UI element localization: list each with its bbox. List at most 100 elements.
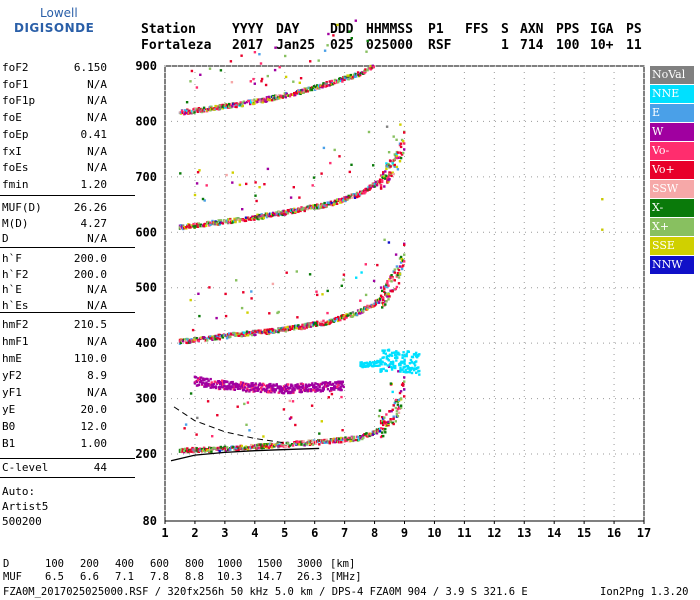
echo-f2-3rd-hop bbox=[244, 216, 248, 219]
param-name-fof1: foF1 bbox=[2, 77, 29, 91]
echo-f2-4th-hop bbox=[346, 75, 349, 79]
echo-f2-1st-hop bbox=[259, 443, 262, 446]
echo-es-oblique-w bbox=[275, 384, 278, 387]
echo-f2-3rd-hop bbox=[399, 156, 403, 160]
echo-f2-3rd-hop bbox=[378, 180, 382, 184]
echo-f2-2nd-hop bbox=[228, 332, 231, 335]
echo-f2-3rd-hop bbox=[323, 201, 326, 205]
echo-f2-3rd-hop bbox=[353, 196, 357, 199]
footer-d-value: 3000 bbox=[297, 558, 323, 570]
echo-f2-3rd-hop bbox=[395, 155, 399, 158]
echo-f2-4th-hop bbox=[364, 70, 367, 74]
echo-f2-3rd-hop bbox=[322, 146, 326, 150]
echo-f2-4th-hop bbox=[366, 69, 369, 72]
legend-item-w: W bbox=[650, 123, 694, 141]
y-tick-label: 80 bbox=[143, 514, 157, 528]
echo-f2-3rd-hop bbox=[196, 225, 199, 228]
echo-f2-2nd-hop bbox=[402, 264, 405, 267]
echo-nne-echoes bbox=[410, 371, 414, 375]
echo-f2-2nd-hop bbox=[382, 302, 385, 305]
echo-f2-1st-hop bbox=[377, 414, 381, 418]
echo-f2-3rd-hop bbox=[219, 219, 222, 222]
x-tick-label: 5 bbox=[281, 526, 288, 540]
echo-es-oblique-w bbox=[316, 387, 319, 390]
echo-f2-2nd-hop bbox=[229, 334, 232, 337]
echo-f2-3rd-hop bbox=[350, 196, 353, 199]
echo-f2-2nd-hop bbox=[277, 330, 280, 334]
echo-f2-1st-hop bbox=[352, 435, 356, 439]
echo-es-oblique-w bbox=[219, 385, 223, 389]
echo-nne-echoes bbox=[396, 356, 399, 359]
hdr-label-station: Station bbox=[141, 22, 196, 37]
echo-f2-3rd-hop bbox=[238, 219, 241, 223]
echo-f2-2nd-hop bbox=[189, 298, 192, 302]
echo-f2-3rd-hop bbox=[302, 208, 305, 211]
echo-f2-4th-hop bbox=[281, 96, 284, 99]
echo-f2-4th-hop bbox=[333, 78, 337, 82]
echo-f2-3rd-hop bbox=[254, 181, 257, 184]
echo-f2-2nd-hop bbox=[391, 290, 394, 293]
echo-f2-3rd-hop bbox=[382, 171, 385, 174]
echo-es-oblique-w bbox=[246, 387, 249, 390]
echo-f2-3rd-hop bbox=[275, 211, 278, 214]
echo-f2-2nd-hop bbox=[395, 285, 399, 289]
echo-nne-echoes bbox=[408, 371, 412, 374]
echo-f2-3rd-hop bbox=[322, 206, 325, 209]
echo-f2-1st-hop bbox=[253, 446, 256, 449]
param-name-clevel: C-level bbox=[2, 461, 49, 474]
echo-f2-4th-hop bbox=[262, 97, 265, 101]
echo-f2-2nd-hop bbox=[340, 284, 343, 287]
echo-f2-3rd-hop bbox=[400, 153, 404, 156]
echo-f2-4th-hop bbox=[325, 84, 328, 88]
echo-f2-2nd-hop bbox=[179, 341, 183, 344]
echo-es-oblique-w bbox=[323, 383, 327, 387]
echo-f2-1st-hop bbox=[302, 440, 305, 443]
echo-f2-2nd-hop bbox=[349, 312, 352, 315]
echo-extra-points bbox=[601, 198, 604, 201]
echo-es-oblique-w bbox=[316, 389, 319, 392]
echo-f2-4th-hop bbox=[305, 87, 308, 90]
echo-f2-4th-hop bbox=[323, 49, 327, 52]
echo-nne-echoes bbox=[406, 370, 409, 374]
echo-f2-2nd-hop bbox=[197, 339, 200, 343]
echo-f2-1st-hop bbox=[262, 435, 265, 438]
echo-f2-2nd-hop bbox=[377, 301, 381, 304]
echo-es-oblique-w bbox=[300, 390, 303, 394]
echo-f2-2nd-hop bbox=[362, 308, 365, 312]
echo-f2-1st-hop bbox=[328, 440, 331, 443]
echo-f2-1st-hop bbox=[218, 450, 221, 453]
echo-f2-1st-hop bbox=[394, 420, 397, 423]
echo-f2-4th-hop bbox=[235, 102, 238, 105]
echo-f2-2nd-hop bbox=[300, 325, 303, 329]
param-name-hf2: h`F2 bbox=[2, 267, 29, 281]
footer-muf-value: 6.5 bbox=[45, 571, 64, 583]
echo-f2-1st-hop bbox=[388, 410, 391, 413]
footer-muf-value: 7.1 bbox=[115, 571, 134, 583]
echo-nne-echoes bbox=[395, 359, 398, 362]
echo-f2-1st-hop bbox=[267, 446, 271, 449]
echo-f2-3rd-hop bbox=[205, 184, 208, 187]
echo-nne-echoes bbox=[416, 356, 419, 359]
echo-f2-2nd-hop bbox=[353, 313, 357, 317]
echo-f2-2nd-hop bbox=[240, 335, 243, 338]
echo-f2-1st-hop bbox=[365, 433, 368, 436]
param-value-foep: 0.41 bbox=[80, 127, 108, 141]
echo-f2-1st-hop bbox=[284, 445, 287, 448]
echo-f2-3rd-hop bbox=[221, 222, 225, 225]
echo-f2-1st-hop bbox=[389, 418, 392, 421]
echo-f2-2nd-hop bbox=[245, 332, 249, 336]
echo-nne-echoes bbox=[407, 350, 410, 353]
echo-f2-4th-hop bbox=[239, 101, 242, 104]
echo-f2-2nd-hop bbox=[378, 298, 382, 302]
echo-es-oblique-w bbox=[301, 386, 305, 390]
echo-f2-1st-hop bbox=[349, 439, 352, 443]
echo-es-oblique-w bbox=[258, 384, 262, 387]
echo-f2-3rd-hop bbox=[233, 217, 236, 221]
echo-es-oblique-w bbox=[332, 382, 335, 386]
echo-f2-3rd-hop bbox=[396, 168, 400, 171]
echo-f2-2nd-hop bbox=[231, 333, 234, 336]
echo-es-oblique-w bbox=[292, 391, 295, 394]
echo-f2-4th-hop bbox=[359, 73, 362, 77]
echo-es-oblique-w bbox=[259, 387, 263, 390]
echo-f2-3rd-hop bbox=[384, 177, 387, 180]
